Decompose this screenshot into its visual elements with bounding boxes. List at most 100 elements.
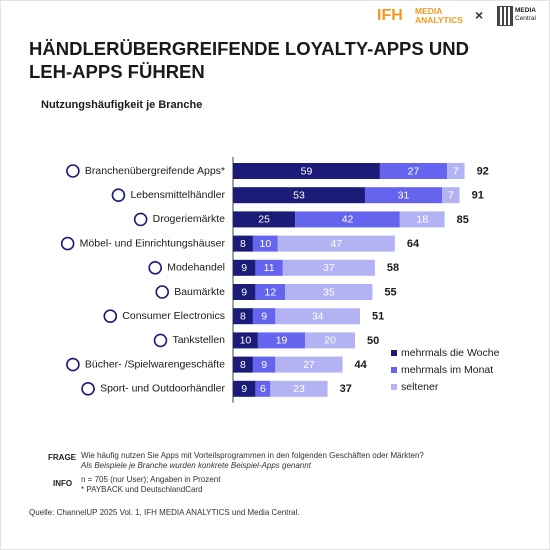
total-label: 64 [407, 238, 420, 250]
segment-label: 9 [241, 286, 247, 298]
segment-label: 7 [453, 165, 459, 177]
bar-segment [233, 235, 253, 252]
category-label: Baumärkte [174, 286, 225, 298]
segment-label: 59 [301, 165, 313, 177]
segment-label: 9 [261, 359, 267, 371]
source: Quelle: ChannelUP 2025 Vol. 1, IFH MEDIA… [29, 508, 300, 517]
legend-swatch [391, 384, 397, 390]
segment-label: 9 [261, 310, 267, 322]
total-label: 91 [472, 190, 484, 202]
total-label: 50 [367, 335, 379, 347]
segment-label: 47 [330, 238, 342, 250]
category-icon [153, 333, 168, 348]
category-label: Bücher- /Spielwarengeschäfte [85, 358, 225, 370]
category-label: Möbel- und Einrichtungshäuser [80, 237, 226, 249]
segment-label: 12 [265, 286, 277, 298]
bar-segment [399, 211, 445, 228]
legend-label: seltener [401, 381, 439, 393]
info-note: * PAYBACK und DeutschlandCard [81, 485, 203, 494]
total-label: 51 [372, 311, 384, 323]
logo-ifh-sub: MEDIA ANALYTICS [415, 6, 463, 25]
category-icon [155, 285, 170, 299]
category-label: Sport- und Outdoorhändler [100, 383, 225, 395]
bar-segment [257, 332, 306, 349]
category-icon [148, 260, 163, 275]
logo-separator: × [475, 7, 484, 23]
segment-label: 27 [408, 165, 420, 177]
frage-note: Als Beispiele je Branche wurden konkrete… [81, 461, 311, 470]
category-icon [66, 357, 80, 372]
segment-label: 11 [264, 262, 275, 274]
bar-segment [275, 356, 343, 373]
bar-segment [270, 380, 328, 397]
category-icon [81, 381, 95, 396]
legend-label: mehrmals die Woche [401, 347, 500, 359]
total-label: 44 [355, 359, 368, 371]
category-label: Lebensmittelhändler [130, 189, 225, 201]
logo-mc: MEDIA [515, 7, 536, 14]
bar-segment [233, 211, 296, 228]
bar-segment [233, 259, 256, 276]
segment-label: 8 [240, 359, 246, 371]
segment-label: 6 [260, 383, 266, 395]
bar-segment [255, 259, 283, 276]
total-label: 58 [387, 262, 399, 274]
category-icon [103, 309, 118, 324]
segment-label: 18 [416, 214, 428, 226]
segment-label: 9 [241, 262, 247, 274]
segment-label: 31 [398, 189, 410, 201]
bar-segment [447, 163, 465, 179]
chart: Branchenübergreifende Apps* 59 27 7 92 Lebens… [60, 157, 500, 403]
chart-subtitle: Nutzungshäufigkeit je Branche [41, 99, 203, 111]
logo-mc-sub: Central [515, 15, 536, 22]
segment-label: 10 [260, 238, 272, 250]
info-label: INFO [53, 479, 73, 488]
segment-label: 20 [324, 335, 336, 347]
bar-segment [233, 187, 365, 204]
total-label: 37 [340, 383, 352, 395]
bar-segment [442, 187, 460, 204]
bar-segment [275, 308, 360, 325]
bar-segment [252, 235, 278, 252]
category-label: Branchenübergreifende Apps* [85, 165, 225, 177]
bar-segment [277, 235, 395, 252]
logo-ifh: IFH [377, 7, 403, 24]
total-label: 85 [457, 214, 469, 226]
category-icon [111, 188, 126, 202]
segment-label: 10 [240, 335, 252, 347]
legend-swatch [391, 350, 397, 356]
category-label: Modehandel [167, 262, 225, 274]
logo-mc-mark [497, 6, 513, 26]
bar-segment [305, 332, 356, 349]
segment-label: 27 [303, 359, 315, 371]
category-label: Tankstellen [172, 334, 225, 346]
segment-label: 8 [240, 310, 246, 322]
category-label: Consumer Electronics [122, 310, 225, 322]
frage-text: Wie häufig nutzen Sie Apps mit Vorteilsp… [81, 451, 424, 460]
bar-segment [252, 356, 276, 373]
bar-segment [233, 163, 380, 179]
total-label: 55 [384, 286, 396, 298]
segment-label: 42 [342, 214, 354, 226]
segment-label: 23 [293, 383, 305, 395]
bar-segment [255, 380, 271, 397]
category-label: Drogeriemärkte [153, 213, 226, 225]
legend-label: mehrmals im Monat [401, 364, 493, 376]
segment-label: 37 [323, 262, 335, 274]
category-icon [133, 212, 148, 227]
bar-segment [255, 284, 286, 300]
segment-label: 35 [323, 286, 335, 298]
segment-label: 7 [448, 189, 454, 201]
segment-label: 8 [240, 238, 246, 250]
bar-segment [282, 259, 375, 276]
bar-segment [364, 187, 443, 204]
category-icon [66, 164, 80, 178]
bar-segment [233, 380, 256, 397]
bar-segment [233, 284, 256, 300]
category-icon [60, 236, 75, 251]
frage-label: FRAGE [48, 453, 76, 462]
segment-label: 9 [241, 383, 247, 395]
segment-label: 53 [293, 189, 305, 201]
bar-segment [233, 308, 253, 325]
